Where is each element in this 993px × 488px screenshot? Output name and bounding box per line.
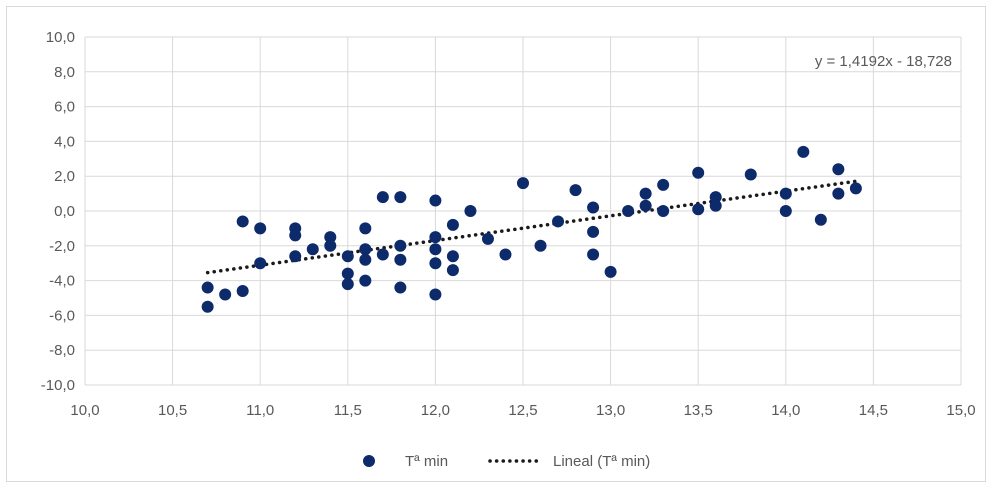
y-axis-ticks: 10,0 8,0 6,0 4,0 2,0 0,0 -2,0 -4,0 -6,0 -8,0 -10,0	[41, 29, 75, 394]
y-tick-label: 2,0	[54, 168, 75, 185]
data-point	[779, 205, 792, 217]
y-tick-label: -10,0	[41, 377, 75, 394]
legend-label-tmin: Tª min	[405, 453, 448, 470]
data-point	[517, 177, 529, 190]
data-point	[429, 194, 442, 207]
data-point	[429, 257, 442, 270]
x-tick-label: 15,0	[946, 402, 975, 419]
y-tick-label: 6,0	[54, 99, 75, 116]
data-point	[639, 199, 652, 212]
data-point	[832, 163, 845, 176]
data-point	[394, 191, 407, 204]
y-tick-label: -4,0	[49, 273, 75, 290]
data-points	[201, 145, 862, 313]
y-tick-label: 0,0	[54, 203, 75, 220]
data-point	[201, 281, 214, 294]
chart-frame	[6, 6, 986, 482]
data-point	[219, 288, 232, 301]
data-point	[709, 191, 722, 204]
data-point	[446, 264, 459, 277]
data-point	[289, 229, 302, 242]
data-point	[446, 250, 459, 263]
data-point	[552, 215, 565, 228]
data-point	[814, 213, 827, 226]
data-point	[464, 205, 477, 217]
data-point	[236, 215, 249, 228]
x-tick-label: 14,0	[771, 402, 800, 419]
data-point	[744, 168, 757, 181]
data-point	[709, 199, 722, 212]
legend-label-trendline: Lineal (Tª min)	[553, 453, 650, 470]
data-point	[394, 253, 407, 266]
data-point	[657, 178, 670, 191]
data-point	[341, 250, 354, 263]
legend-marker-tmin	[363, 455, 375, 467]
data-point	[254, 257, 267, 270]
x-tick-label: 14,5	[859, 402, 888, 419]
trendline	[205, 179, 858, 275]
y-tick-label: -6,0	[49, 307, 75, 324]
data-point	[341, 278, 354, 291]
y-tick-label: -8,0	[49, 342, 75, 359]
grid-lines	[84, 36, 962, 386]
x-tick-label: 13,0	[596, 402, 625, 419]
data-point	[201, 300, 214, 313]
data-point	[832, 187, 845, 200]
x-tick-label: 13,5	[684, 402, 713, 419]
data-point	[587, 201, 600, 214]
data-point	[324, 231, 337, 244]
data-point	[359, 222, 372, 235]
data-point	[639, 187, 652, 200]
x-tick-label: 11,5	[334, 402, 362, 419]
y-tick-label: 8,0	[54, 64, 75, 81]
x-tick-label: 10,0	[70, 402, 99, 419]
trendline-group	[205, 179, 858, 275]
y-tick-label: -2,0	[49, 238, 75, 255]
x-tick-label: 10,5	[158, 402, 187, 419]
x-tick-label: 11,0	[246, 402, 274, 419]
data-point	[359, 253, 372, 266]
y-tick-label: 10,0	[46, 29, 75, 46]
data-point	[622, 205, 635, 217]
data-point	[587, 225, 600, 238]
y-tick-label: 4,0	[54, 133, 75, 150]
data-point	[429, 231, 442, 244]
data-point	[359, 243, 372, 256]
data-point	[341, 267, 354, 280]
data-point	[429, 288, 442, 301]
data-point	[797, 145, 810, 158]
x-tick-label: 12,5	[508, 402, 537, 419]
data-point	[569, 184, 582, 197]
data-point	[306, 243, 319, 256]
data-point	[236, 285, 249, 298]
data-point	[657, 205, 670, 217]
data-point	[446, 218, 459, 231]
x-axis-ticks: 10,0 10,5 11,0 11,5 12,0 12,5 13,0 13,5 14,0 14,5…	[70, 402, 975, 419]
data-point	[394, 281, 407, 294]
x-tick-label: 12,0	[421, 402, 450, 419]
data-point	[692, 203, 705, 216]
data-point	[779, 187, 792, 200]
data-point	[359, 274, 372, 287]
legend: Tª min Lineal (Tª min)	[363, 453, 650, 470]
data-point	[534, 239, 547, 252]
data-point	[604, 265, 617, 278]
data-point	[324, 239, 337, 252]
data-point	[499, 248, 512, 261]
data-point	[692, 166, 705, 179]
data-point	[289, 250, 302, 263]
data-point	[429, 243, 442, 256]
data-point	[481, 232, 494, 245]
data-point	[849, 182, 862, 195]
data-point	[376, 248, 389, 261]
data-point	[376, 191, 389, 204]
data-point	[587, 248, 600, 261]
data-point	[254, 222, 267, 235]
data-point	[394, 239, 407, 252]
trendline-equation: y = 1,4192x - 18,728	[815, 53, 952, 70]
